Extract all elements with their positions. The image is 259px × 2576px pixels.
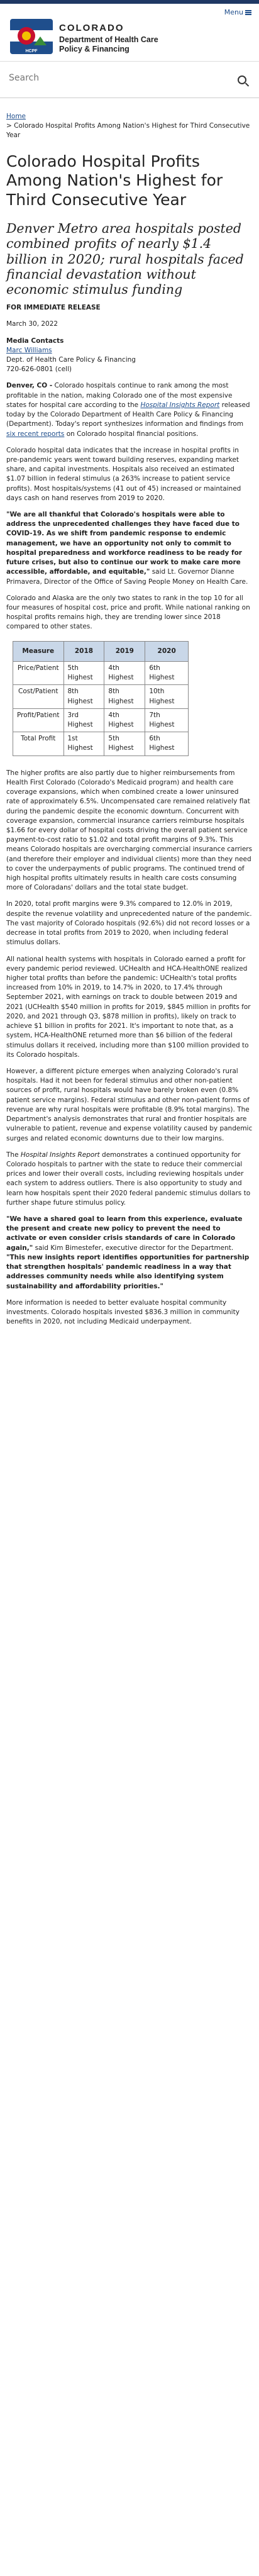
table-cell: Total Profit: [13, 732, 64, 756]
dept-line-1: Department of Health Care: [59, 35, 158, 44]
hospital-insights-report-link[interactable]: Hospital Insights Report: [140, 401, 220, 409]
table-cell: 4th Highest: [104, 661, 146, 686]
rankings-table: Measure 2018 2019 2020 Price/Patient 5th…: [13, 640, 189, 756]
breadcrumb-home[interactable]: Home: [6, 113, 26, 120]
contact-name-link[interactable]: Marc Williams: [6, 346, 52, 354]
page-title: Colorado Hospital Profits Among Nation's…: [6, 152, 223, 209]
dateline: Denver, CO -: [6, 382, 53, 390]
top-bar: [0, 0, 259, 4]
state-name: COLORADO: [59, 23, 124, 33]
menu-button[interactable]: Menu: [224, 8, 251, 18]
table-cell: 7th Highest: [145, 708, 189, 733]
media-contacts: Media Contacts Marc Williams Dept. of He…: [6, 337, 253, 375]
paragraph-2: Colorado hospital data indicates that th…: [6, 446, 241, 502]
paragraph-1: Denver, CO - Colorado hospitals continue…: [6, 382, 250, 438]
menu-label: Menu: [224, 8, 243, 16]
search-bar: [0, 62, 259, 98]
page-subtitle: Denver Metro area hospitals posted combi…: [6, 221, 244, 297]
hcpf-logo-icon: HCPF: [10, 19, 53, 54]
hospital-insights-report-ref[interactable]: Hospital Insights Report: [20, 1151, 100, 1159]
svg-text:HCPF: HCPF: [25, 49, 38, 53]
paragraph-7: All national health systems with hospita…: [6, 955, 251, 1059]
table-cell: 4th Highest: [104, 708, 146, 733]
hamburger-icon: [245, 10, 251, 15]
table-cell: 8th Highest: [63, 684, 105, 709]
table-header: 2018: [63, 640, 105, 662]
bimestefer-quote-1: "We have a shared goal to learn from thi…: [6, 1215, 243, 1252]
paragraph-11: More information is needed to better eva…: [6, 1298, 240, 1326]
search-input[interactable]: [9, 73, 223, 83]
bimestefer-quote-2: "This new insights report identifies opp…: [6, 1253, 250, 1290]
table-row: Cost/Patient 8th Highest 8th Highest 10t…: [13, 684, 189, 709]
paragraph-3: "We are all thankful that Colorado's hos…: [6, 511, 248, 586]
site-header: Menu HCPF COLORADO Department of Health …: [0, 4, 259, 62]
paragraph-5: The higher profits are also partly due t…: [6, 769, 253, 892]
table-cell: 1st Highest: [63, 732, 105, 756]
table-header: 2019: [104, 640, 146, 662]
colorado-logo[interactable]: HCPF: [9, 18, 54, 55]
release-date: March 30, 2022: [6, 320, 58, 328]
table-header: 2020: [145, 640, 189, 662]
primavera-quote: "We are all thankful that Colorado's hos…: [6, 511, 242, 576]
main-content: Home > Colorado Hospital Profits Among N…: [0, 98, 259, 1340]
table-header: Measure: [13, 640, 64, 662]
paragraph-10: "We have a shared goal to learn from thi…: [6, 1215, 250, 1290]
breadcrumb-current: Colorado Hospital Profits Among Nation's…: [6, 122, 250, 140]
contact-phone: 720-626-0801 (cell): [6, 365, 72, 374]
search-icon[interactable]: [238, 75, 246, 84]
release-label: FOR IMMEDIATE RELEASE: [6, 304, 101, 312]
paragraph-9: The Hospital Insights Report demonstrate…: [6, 1151, 251, 1207]
table-cell: Price/Patient: [13, 661, 64, 686]
contact-org: Dept. of Health Care Policy & Financing: [6, 355, 136, 364]
table-header-row: Measure 2018 2019 2020: [13, 640, 189, 662]
table-cell: 8th Highest: [104, 684, 146, 709]
table-cell: 10th Highest: [145, 684, 189, 709]
paragraph-6: In 2020, total profit margins were 9.3% …: [6, 900, 252, 947]
paragraph-8: However, a different picture emerges whe…: [6, 1067, 253, 1142]
table-cell: 6th Highest: [145, 732, 189, 756]
dept-line-2: Policy & Financing: [59, 44, 130, 53]
table-cell: 3rd Highest: [63, 708, 105, 733]
six-recent-reports-link[interactable]: six recent reports: [6, 430, 65, 438]
breadcrumb-separator: >: [6, 122, 14, 130]
table-cell: 5th Highest: [104, 732, 146, 756]
table-cell: 6th Highest: [145, 661, 189, 686]
table-row: Total Profit 1st Highest 5th Highest 6th…: [13, 732, 189, 756]
table-row: Price/Patient 5th Highest 4th Highest 6t…: [13, 661, 189, 686]
agency-name[interactable]: COLORADO Department of Health Care Polic…: [59, 21, 158, 54]
table-cell: 5th Highest: [63, 661, 105, 686]
table-cell: Cost/Patient: [13, 684, 64, 709]
paragraph-4: Colorado and Alaska are the only two sta…: [6, 594, 250, 631]
media-contacts-label: Media Contacts: [6, 337, 64, 345]
breadcrumb: Home > Colorado Hospital Profits Among N…: [6, 112, 253, 141]
table-row: Profit/Patient 3rd Highest 4th Highest 7…: [13, 708, 189, 733]
table-cell: Profit/Patient: [13, 708, 64, 733]
